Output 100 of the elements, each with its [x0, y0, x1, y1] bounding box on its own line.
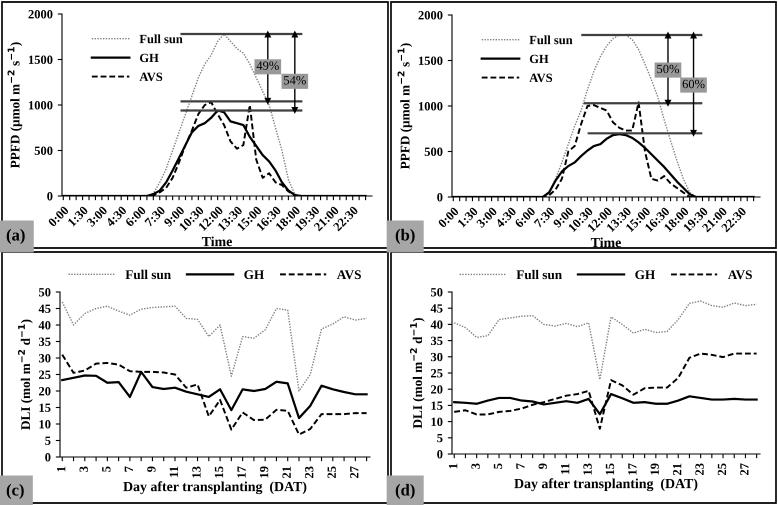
x-tick-label: 23 — [304, 466, 314, 478]
text: (c) — [6, 484, 24, 499]
point — [690, 32, 698, 38]
legend-label: GH — [244, 270, 264, 280]
x-tick-label: 27 — [350, 466, 358, 478]
legend-label: Full sun — [516, 270, 562, 280]
y-axis-title: PPFD (μmol m$^{−2}$ s$^{−1}$) — [8, 42, 22, 168]
x-tick-label: 1:30 — [67, 206, 89, 227]
x-axis-title: Time — [202, 236, 232, 246]
y-tick-label: 35 — [430, 336, 443, 346]
y-tick-label: 500 — [424, 148, 442, 156]
y-tick-label: 5 — [45, 436, 51, 445]
x-tick-label: 6:00 — [124, 206, 146, 228]
line-series — [454, 300, 758, 380]
x-tick-label: 27 — [740, 463, 748, 475]
y-tick-label: 0 — [437, 450, 442, 458]
x-tick-label: 3:00 — [86, 206, 108, 228]
legend-label: Full sun — [140, 34, 183, 44]
annotation: 50% — [657, 64, 680, 74]
x-tick-label: 5 — [494, 463, 502, 469]
y-tick-label: 2000 — [28, 10, 52, 18]
legend-label: AVS — [336, 270, 361, 280]
y-tick-label: 1000 — [28, 101, 52, 110]
y-tick-label: 50 — [430, 288, 442, 296]
y-tick-label: 30 — [430, 352, 442, 362]
x-tick-label: 15 — [606, 463, 614, 475]
x-axis-title: Day after transplanting (DAT) — [514, 478, 698, 492]
text: (d) — [396, 484, 415, 499]
annotation: 54% — [284, 76, 306, 85]
point — [291, 106, 298, 114]
y-tick-label: 25 — [39, 370, 51, 379]
y-tick-label: 15 — [39, 404, 51, 412]
y-axis-title: DLI (mol m$^{−2}$ d$^{−1}$) — [410, 318, 425, 428]
x-tick-label: 11 — [170, 466, 178, 477]
x-tick-label: 1 — [57, 466, 66, 472]
x-tick-label: 3:00 — [476, 206, 498, 228]
y-tick-label: 35 — [38, 338, 51, 346]
x-tick-label: 9 — [538, 463, 547, 469]
annotation: 49% — [256, 61, 279, 70]
x-tick-label: 21 — [672, 464, 682, 475]
y-tick-label: 40 — [38, 321, 50, 330]
y-tick-label: 0 — [45, 453, 50, 462]
text: (b) — [396, 228, 415, 244]
y-tick-label: 30 — [38, 354, 50, 362]
point — [264, 98, 272, 105]
x-tick-label: 7 — [516, 463, 524, 469]
x-tick-label: 15 — [214, 466, 224, 478]
legend-label: GH — [530, 54, 548, 64]
y-axis-title: DLI (mol m$^{−2}$ d$^{−1}$) — [18, 320, 33, 430]
y-tick-label: 10 — [431, 418, 442, 426]
y-tick-label: 10 — [39, 420, 50, 428]
y-tick-label: 1500 — [418, 56, 442, 65]
y-tick-label: 45 — [38, 304, 51, 313]
y-tick-label: 500 — [34, 146, 52, 155]
y-tick-label: 2000 — [418, 11, 442, 20]
point — [291, 30, 298, 38]
y-tick-label: 45 — [430, 304, 443, 313]
x-tick-label: 3 — [80, 466, 88, 472]
legend-label: GH — [140, 54, 159, 62]
x-tick-label: 5 — [102, 466, 110, 472]
y-axis-title: PPFD (μmol m$^{−2}$ s$^{−1}$) — [398, 43, 412, 170]
x-tick-label: 3 — [471, 463, 480, 469]
x-tick-label: 9 — [147, 466, 156, 472]
x-axis-title: Day after transplanting (DAT) — [123, 481, 306, 494]
point — [690, 130, 698, 137]
y-tick-label: 0 — [47, 192, 52, 200]
y-tick-label: 15 — [431, 401, 443, 410]
y-tick-label: 25 — [431, 369, 443, 378]
annotation: 60% — [682, 80, 705, 88]
x-tick-label: 7:30 — [534, 206, 556, 228]
x-tick-label: 1:30 — [457, 206, 478, 228]
x-tick-label: 0:00 — [48, 206, 70, 228]
x-tick-label: 13 — [192, 466, 201, 478]
legend-label: AVS — [728, 270, 752, 280]
y-tick-label: 40 — [430, 320, 442, 329]
x-tick-label: 6:00 — [514, 206, 536, 228]
legend-label: Full sun — [125, 270, 171, 280]
x-tick-label: 23 — [695, 463, 704, 475]
point — [664, 100, 672, 107]
y-tick-label: 0 — [437, 193, 442, 202]
x-tick-label: 19 — [260, 466, 268, 478]
x-axis-title: Time — [590, 237, 621, 248]
y-tick-label: 20 — [39, 387, 50, 396]
x-tick-label: 17 — [237, 466, 246, 478]
y-tick-label: 5 — [437, 434, 443, 442]
x-tick-label: 0:00 — [438, 206, 460, 228]
legend-label: GH — [635, 270, 655, 280]
x-tick-label: 17 — [628, 463, 636, 475]
x-tick-label: 13 — [583, 463, 592, 475]
legend-label: AVS — [139, 72, 162, 82]
text: (a) — [6, 228, 25, 244]
x-tick-label: 7:30 — [144, 206, 166, 227]
line-series — [62, 301, 368, 392]
y-tick-label: 1000 — [418, 102, 442, 110]
x-tick-label: 1 — [448, 464, 458, 468]
legend-label: Full sun — [529, 35, 572, 44]
point — [664, 32, 672, 38]
x-tick-label: 25 — [328, 466, 336, 478]
y-tick-label: 1500 — [28, 56, 52, 64]
x-tick-label: 21 — [282, 466, 291, 478]
